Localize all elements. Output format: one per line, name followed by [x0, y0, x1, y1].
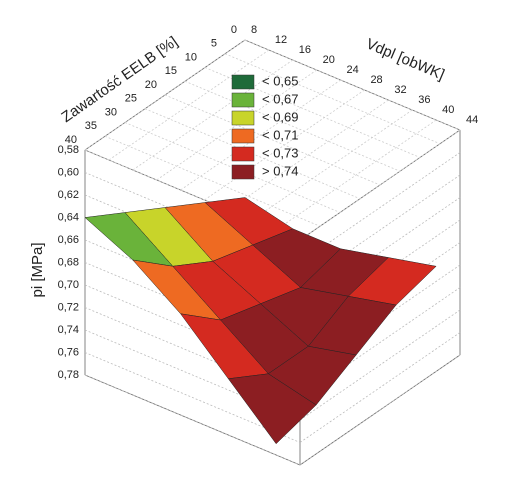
- grid-line: [184, 80, 401, 172]
- box: 0,58 0,60 0,62 0,64 0,66 0,68 0,70 0,72 0,74 0,76…: [58, 24, 478, 466]
- z-axis-label: pi [MPa]: [29, 242, 46, 297]
- grid-line: [180, 79, 341, 191]
- legend-swatch: [231, 110, 255, 126]
- grid-line: [299, 129, 461, 241]
- x-tick-label: 25: [125, 93, 137, 105]
- legend-swatch: [231, 74, 255, 90]
- surface-patch: [227, 373, 317, 445]
- y-tick-label: 44: [466, 114, 478, 126]
- grid-line: [84, 149, 301, 241]
- y-tick-label: 36: [418, 94, 430, 106]
- x-tick-label: 5: [211, 38, 217, 50]
- grid-line: [84, 39, 246, 151]
- z-tick-label: 0,64: [58, 211, 79, 223]
- grid-line: [84, 352, 301, 443]
- z-tick-label: 0,72: [58, 301, 79, 313]
- z-tick-label: 0,78: [58, 369, 79, 381]
- z-tick-label: 0,58: [58, 144, 79, 156]
- legend-label: < 0,71: [262, 127, 299, 142]
- legend-swatch: [231, 92, 255, 108]
- legend-label: > 0,74: [262, 163, 299, 178]
- legend-swatch: [231, 146, 255, 162]
- grid-line: [275, 119, 437, 231]
- y-tick-label: 32: [394, 84, 406, 96]
- z-tick-label: 0,74: [58, 324, 79, 336]
- legend-swatch: [231, 164, 255, 180]
- grid-line: [299, 354, 461, 466]
- y-tick-label: 28: [370, 74, 382, 86]
- y-tick-label: 24: [347, 64, 359, 76]
- grid-line: [84, 374, 301, 466]
- grid-line: [299, 309, 461, 421]
- y-tick-label: 16: [299, 44, 311, 56]
- grid-line: [84, 329, 301, 421]
- grid-line: [164, 94, 381, 186]
- grid-line: [204, 67, 421, 158]
- legend-label: < 0,69: [262, 109, 299, 124]
- grid-line: [244, 39, 461, 131]
- grid-line: [104, 135, 321, 227]
- z-tick-label: 0,76: [58, 346, 79, 358]
- x-tick-label: 35: [85, 120, 97, 132]
- z-tick-label: 0,60: [58, 166, 79, 178]
- y-tick-label: 12: [275, 34, 287, 46]
- grid-line: [299, 332, 461, 443]
- y-tick-label: 20: [323, 54, 335, 66]
- legend-label: < 0,73: [262, 145, 299, 160]
- surface: [84, 197, 437, 445]
- grid-line: [251, 109, 413, 221]
- legend-label: < 0,65: [262, 73, 299, 88]
- grid-line: [84, 307, 301, 398]
- x-tick-label: 20: [145, 79, 157, 91]
- x-tick-label: 40: [65, 134, 77, 146]
- x-tick-label: 0: [231, 24, 237, 36]
- legend-label: < 0,67: [262, 91, 299, 106]
- z-tick-label: 0,62: [58, 189, 79, 201]
- y-tick-label: 8: [251, 24, 257, 36]
- grid-line: [132, 59, 294, 171]
- x-tick-label: 15: [165, 65, 177, 77]
- x-tick-label: 30: [105, 106, 117, 118]
- z-tick-label: 0,70: [58, 279, 79, 291]
- legend-swatch: [231, 128, 255, 144]
- grid-line: [204, 89, 365, 201]
- grid-line: [228, 99, 389, 211]
- x-tick-label: 10: [185, 51, 197, 63]
- z-tick-label: 0,68: [58, 256, 79, 268]
- x-axis-label: Zawartość EELB [%]: [58, 33, 180, 126]
- z-tick-label: 0,66: [58, 234, 79, 246]
- legend: < 0,65 < 0,67 < 0,69 < 0,71 < 0,73 > 0,74: [231, 73, 299, 180]
- grid-line: [108, 49, 270, 161]
- grid-line: [224, 53, 441, 145]
- y-tick-label: 40: [442, 104, 454, 116]
